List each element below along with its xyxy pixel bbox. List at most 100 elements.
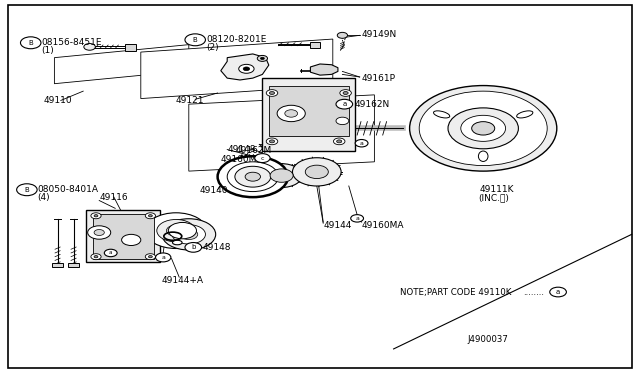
Text: B: B	[193, 37, 198, 43]
Circle shape	[472, 122, 495, 135]
Circle shape	[94, 256, 98, 258]
Bar	[86, 210, 160, 262]
Circle shape	[235, 166, 271, 187]
Text: 49111K: 49111K	[480, 185, 515, 194]
Text: 49121: 49121	[176, 96, 205, 105]
Circle shape	[419, 91, 547, 166]
Bar	[93, 214, 154, 259]
Circle shape	[269, 92, 275, 94]
Text: 08120-8201E: 08120-8201E	[206, 35, 266, 44]
Circle shape	[157, 219, 195, 242]
Circle shape	[84, 44, 95, 50]
Circle shape	[145, 213, 207, 248]
Circle shape	[156, 253, 171, 262]
Circle shape	[122, 234, 141, 246]
Circle shape	[270, 169, 293, 182]
Ellipse shape	[433, 111, 450, 118]
Text: (1): (1)	[42, 46, 54, 55]
Bar	[262, 78, 355, 151]
Circle shape	[410, 86, 557, 171]
Text: B: B	[24, 187, 29, 193]
Polygon shape	[189, 95, 374, 171]
Text: 49140: 49140	[200, 186, 228, 195]
Text: a: a	[342, 101, 346, 107]
Circle shape	[145, 254, 156, 260]
Text: c: c	[260, 155, 264, 161]
Text: 49160M: 49160M	[221, 155, 257, 164]
Circle shape	[180, 229, 198, 240]
Text: (4): (4)	[37, 193, 50, 202]
Text: 49148: 49148	[227, 145, 256, 154]
Circle shape	[294, 100, 310, 109]
Text: a: a	[556, 289, 560, 295]
Circle shape	[336, 117, 349, 125]
Circle shape	[550, 287, 566, 297]
Circle shape	[245, 172, 260, 181]
Circle shape	[91, 213, 101, 219]
Text: ........: ........	[524, 288, 545, 296]
Text: (2): (2)	[206, 43, 219, 52]
Polygon shape	[310, 64, 338, 75]
Circle shape	[94, 215, 98, 217]
Text: 49162N: 49162N	[355, 100, 390, 109]
Text: 49144: 49144	[323, 221, 351, 230]
Circle shape	[94, 230, 104, 235]
Circle shape	[257, 55, 268, 61]
Text: a: a	[161, 255, 165, 260]
Circle shape	[337, 140, 342, 143]
Text: B: B	[28, 40, 33, 46]
Circle shape	[255, 154, 270, 163]
Circle shape	[343, 92, 348, 94]
Text: 49162M: 49162M	[236, 146, 272, 155]
Text: 49144+A: 49144+A	[161, 276, 204, 285]
Bar	[269, 86, 349, 136]
Circle shape	[162, 219, 216, 250]
Circle shape	[91, 254, 101, 260]
Text: NOTE;PART CODE 49110K: NOTE;PART CODE 49110K	[400, 288, 511, 296]
Circle shape	[336, 99, 353, 109]
Text: 08156-8451E: 08156-8451E	[42, 38, 102, 47]
Bar	[125, 44, 136, 51]
Text: 49161P: 49161P	[362, 74, 396, 83]
Bar	[310, 42, 320, 48]
Ellipse shape	[173, 240, 182, 245]
Circle shape	[261, 164, 302, 187]
Text: 49149N: 49149N	[362, 30, 397, 39]
Text: (INC.Ⓑ): (INC.Ⓑ)	[479, 193, 509, 202]
Text: a: a	[355, 216, 359, 221]
Text: 49116: 49116	[99, 193, 128, 202]
Ellipse shape	[479, 151, 488, 161]
Circle shape	[305, 165, 328, 179]
Circle shape	[299, 102, 305, 106]
Text: b: b	[191, 244, 195, 250]
Circle shape	[285, 110, 298, 117]
Circle shape	[239, 64, 254, 73]
Circle shape	[223, 168, 236, 176]
Circle shape	[17, 184, 37, 196]
Bar	[52, 263, 63, 267]
Circle shape	[292, 158, 341, 186]
Bar	[68, 263, 79, 267]
Circle shape	[351, 215, 364, 222]
Circle shape	[266, 90, 278, 96]
Circle shape	[104, 249, 117, 257]
Circle shape	[277, 105, 305, 122]
Circle shape	[448, 108, 518, 149]
Circle shape	[461, 115, 506, 141]
Circle shape	[333, 138, 345, 145]
Text: J4900037: J4900037	[467, 335, 508, 344]
Text: 49148: 49148	[202, 243, 231, 252]
Polygon shape	[54, 45, 189, 84]
Polygon shape	[141, 39, 333, 99]
Circle shape	[266, 138, 278, 145]
Text: a: a	[109, 250, 113, 256]
Circle shape	[340, 90, 351, 96]
Circle shape	[337, 32, 348, 38]
Circle shape	[172, 225, 205, 244]
Circle shape	[148, 256, 152, 258]
Circle shape	[166, 225, 186, 236]
Circle shape	[88, 226, 111, 239]
Circle shape	[185, 243, 202, 252]
Circle shape	[269, 140, 275, 143]
Circle shape	[355, 140, 368, 147]
